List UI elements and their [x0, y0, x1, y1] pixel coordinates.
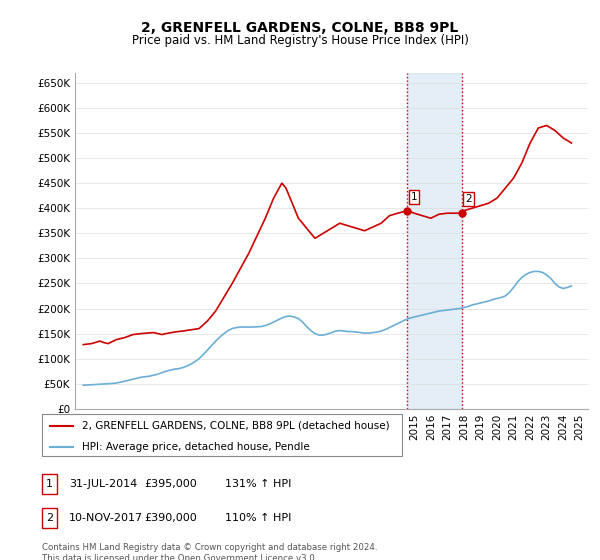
Text: HPI: Average price, detached house, Pendle: HPI: Average price, detached house, Pend… [82, 442, 310, 452]
Text: Contains HM Land Registry data © Crown copyright and database right 2024.
This d: Contains HM Land Registry data © Crown c… [42, 543, 377, 560]
Text: £390,000: £390,000 [144, 513, 197, 523]
Text: 2: 2 [465, 194, 472, 204]
Text: 1: 1 [46, 479, 53, 489]
Text: 131% ↑ HPI: 131% ↑ HPI [225, 479, 292, 489]
Text: £395,000: £395,000 [144, 479, 197, 489]
Text: 2, GRENFELL GARDENS, COLNE, BB8 9PL: 2, GRENFELL GARDENS, COLNE, BB8 9PL [142, 21, 458, 35]
Text: Price paid vs. HM Land Registry's House Price Index (HPI): Price paid vs. HM Land Registry's House … [131, 34, 469, 46]
FancyBboxPatch shape [42, 414, 402, 456]
Bar [407, 73, 461, 409]
Text: 10-NOV-2017: 10-NOV-2017 [69, 513, 143, 523]
Text: 1: 1 [410, 192, 417, 202]
Text: 2, GRENFELL GARDENS, COLNE, BB8 9PL (detached house): 2, GRENFELL GARDENS, COLNE, BB8 9PL (det… [82, 421, 389, 431]
Text: 110% ↑ HPI: 110% ↑ HPI [225, 513, 292, 523]
Text: 31-JUL-2014: 31-JUL-2014 [69, 479, 137, 489]
Text: 2: 2 [46, 513, 53, 523]
